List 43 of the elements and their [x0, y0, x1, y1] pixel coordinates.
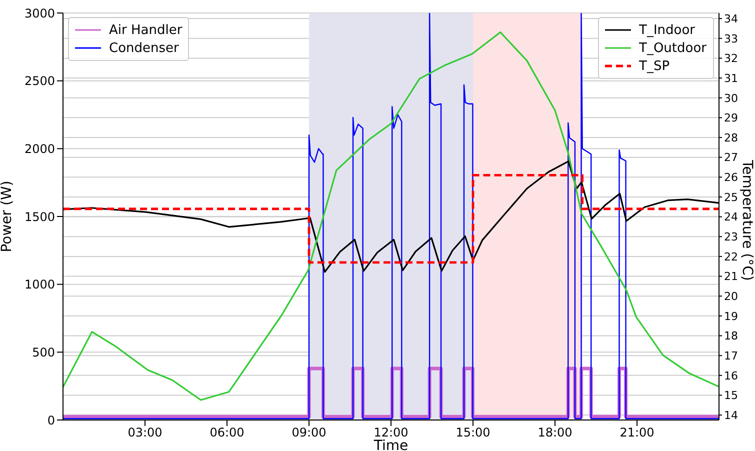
x-tick-label: 03:00 — [128, 426, 162, 440]
y-tick-label: 1000 — [24, 278, 55, 292]
y2-tick-label: 31 — [724, 72, 738, 85]
y2-tick-label: 34 — [724, 12, 738, 26]
y2-axis-title: Temperature (°C) — [738, 158, 755, 282]
x-tick-label: 15:00 — [456, 426, 490, 440]
x-tick-label: 12:00 — [374, 426, 408, 440]
y2-tick-label: 32 — [724, 52, 738, 66]
y2-tick-label: 28 — [724, 131, 738, 144]
y2-tick-label: 19 — [724, 310, 738, 323]
legend-label: T_SP — [639, 58, 670, 74]
x-tick-label: 06:00 — [210, 426, 244, 440]
y-tick-label: 500 — [32, 345, 55, 360]
y2-tick-label: 22 — [724, 250, 738, 264]
legend-label: T_Indoor — [639, 22, 696, 38]
y2-tick-label: 16 — [724, 369, 738, 382]
y-tick-label: 2500 — [24, 74, 55, 88]
y2-tick-label: 33 — [724, 32, 738, 46]
x-tick-label: 18:00 — [538, 426, 572, 440]
legend-label: Condenser — [109, 40, 179, 56]
y2-tick-label: 14 — [724, 408, 738, 422]
y2-tick-label: 29 — [724, 112, 738, 125]
y2-tick-label: 18 — [724, 330, 738, 343]
y2-tick-label: 17 — [724, 349, 738, 362]
y2-tick-label: 24 — [724, 210, 738, 224]
y2-tick-label: 27 — [724, 151, 738, 164]
x-axis-title: Time — [372, 438, 408, 451]
y2-tick-label: 30 — [724, 92, 738, 105]
y2-tick-label: 26 — [724, 171, 738, 184]
y-axis-title: Power (W) — [0, 180, 15, 252]
x-tick-label: 21:00 — [620, 426, 654, 440]
y2-tick-label: 25 — [724, 190, 738, 204]
x-tick-label: 09:00 — [292, 426, 326, 440]
y-tick-label: 1500 — [24, 210, 55, 224]
y-tick-label: 2000 — [24, 142, 55, 156]
y2-tick-label: 21 — [724, 270, 738, 284]
y2-tick-label: 23 — [724, 230, 738, 244]
y2-tick-label: 20 — [724, 290, 738, 303]
y2-tick-label: 15 — [724, 389, 738, 402]
legend-label: T_Outdoor — [639, 40, 707, 56]
y-tick-label: 0 — [47, 413, 55, 428]
legend-label: Air Handler — [109, 22, 182, 38]
y-tick-label: 3000 — [24, 6, 55, 20]
